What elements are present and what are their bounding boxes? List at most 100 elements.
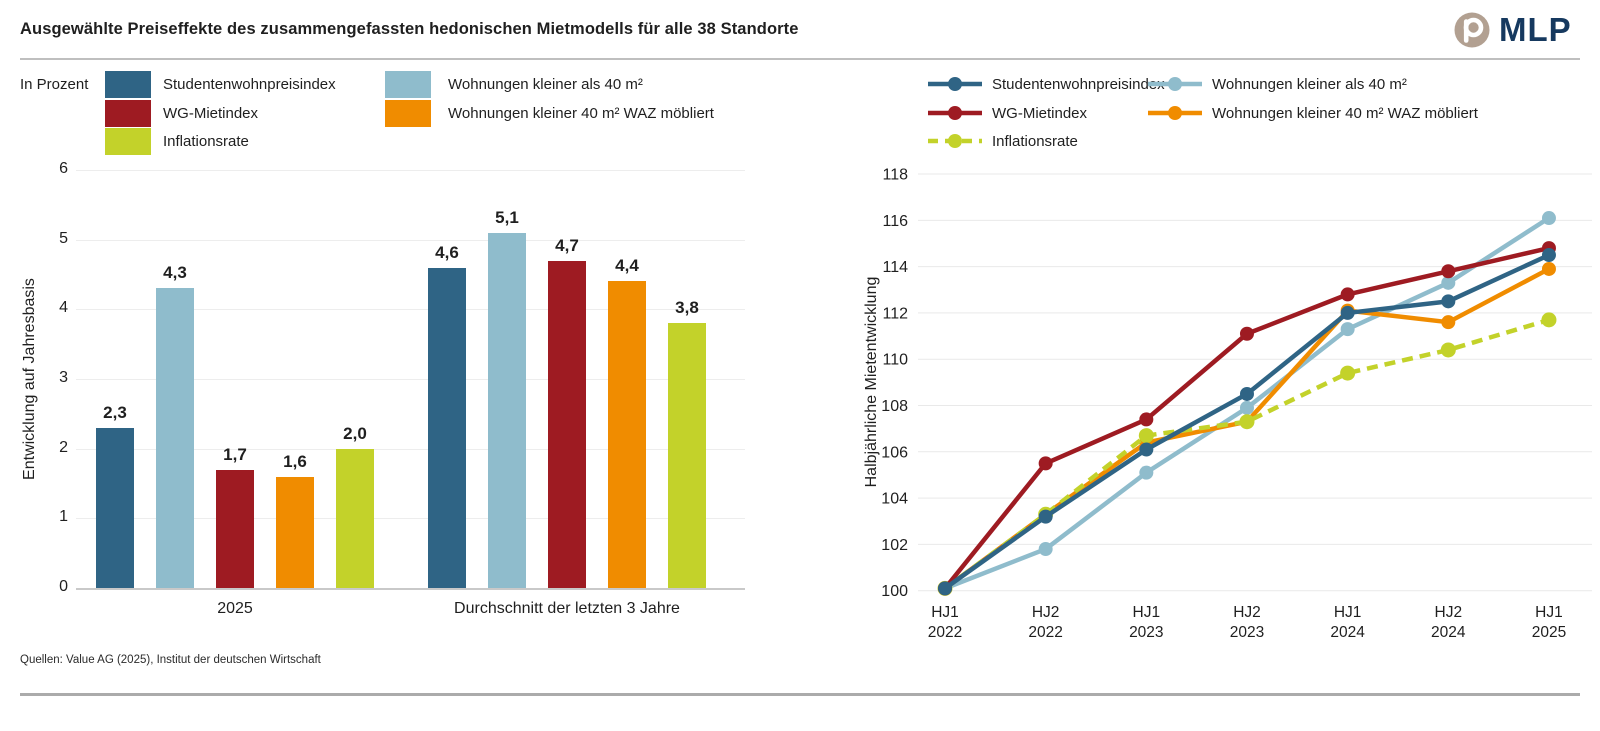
y-tick-label: 100 <box>881 583 908 600</box>
y-tick-label: 104 <box>881 491 908 508</box>
legend-item-label: Studentenwohnpreisindex <box>992 75 1165 93</box>
mlp-logo-text: MLP <box>1499 11 1572 48</box>
legend-item: Studentenwohnpreisindex <box>105 70 336 98</box>
grid-line <box>76 239 745 241</box>
x-tick-label: 2022 <box>1028 624 1062 641</box>
x-axis-group-label: 2025 <box>217 600 253 617</box>
sources-note: Quellen: Value AG (2025), Institut der d… <box>20 654 321 666</box>
grid-line <box>76 448 745 450</box>
y-tick-label: 114 <box>882 259 908 276</box>
data-point <box>1139 465 1154 480</box>
line-series <box>943 317 1550 591</box>
data-point <box>1440 342 1456 358</box>
y-tick-label: 0 <box>59 578 68 595</box>
y-tick-label: 110 <box>882 352 908 369</box>
x-axis-group-label: Durchschnitt der letzten 3 Jahre <box>454 600 680 617</box>
mlp-logo-circle-icon <box>1454 12 1490 48</box>
data-point <box>1441 315 1456 330</box>
legend-color-swatch <box>385 99 431 127</box>
x-tick-label: 2024 <box>1330 624 1365 641</box>
bar-average <box>668 323 706 588</box>
y-tick-label: 112 <box>882 305 908 322</box>
bar-value-label: 3,8 <box>675 298 699 317</box>
bar-current <box>216 470 254 588</box>
data-point <box>1541 211 1556 226</box>
data-point <box>1340 305 1355 320</box>
bar-current <box>96 428 134 588</box>
x-tick-label: HJ1 <box>1535 604 1563 621</box>
x-tick-label: HJ2 <box>1435 604 1463 621</box>
data-point <box>1239 326 1254 341</box>
mlp-logo: MLP <box>1452 10 1572 50</box>
bar-value-label: 4,4 <box>615 256 639 275</box>
data-point <box>1541 261 1556 276</box>
grid-line <box>76 309 745 311</box>
data-point <box>1340 322 1355 337</box>
unit-label: In Prozent <box>20 76 89 93</box>
legend-item: Wohnungen kleiner 40 m² WAZ möbliert <box>1148 99 1478 127</box>
legend-dot <box>948 77 962 91</box>
bar-current <box>156 288 194 588</box>
bar-value-label: 1,6 <box>283 452 307 471</box>
legend-item: WG-Mietindex <box>105 99 258 127</box>
data-point <box>1139 412 1154 427</box>
grid-line <box>76 518 745 520</box>
bar-chart-plot: 2,3 4,6 4,3 5,1 1,7 4,7 1,6 4,4 2,0 3,8 <box>76 170 745 590</box>
data-point <box>1239 386 1254 401</box>
x-tick-label: 2023 <box>1230 624 1264 641</box>
legend-dot <box>1168 106 1182 120</box>
legend-item-label: Wohnungen kleiner als 40 m² <box>1212 75 1407 93</box>
bar-average <box>488 233 526 588</box>
data-point <box>1441 264 1456 279</box>
bar-value-label: 2,3 <box>103 403 127 422</box>
legend-item: Wohnungen kleiner 40 m² WAZ möbliert <box>385 99 714 127</box>
x-tick-label: 2023 <box>1129 624 1163 641</box>
data-point <box>1038 456 1053 471</box>
y-tick-label: 6 <box>59 160 68 177</box>
legend-item: Inflationsrate <box>105 127 249 155</box>
legend-item-label: Studentenwohnpreisindex <box>163 75 336 93</box>
bar-value-label: 1,7 <box>223 445 247 464</box>
legend-item: Inflationsrate <box>928 127 1078 155</box>
legend-color-swatch <box>385 70 431 98</box>
legend-line-marker-icon <box>1148 106 1202 120</box>
data-point <box>1340 365 1356 381</box>
legend-line-marker-icon <box>1148 77 1202 91</box>
legend-line-marker-icon <box>928 134 982 148</box>
legend-item-label: Wohnungen kleiner 40 m² WAZ möbliert <box>1212 104 1478 122</box>
x-tick-label: HJ1 <box>1334 604 1362 621</box>
data-point <box>1541 312 1557 328</box>
grid-line <box>76 170 745 171</box>
data-point <box>1239 414 1255 430</box>
x-tick-label: HJ1 <box>931 604 959 621</box>
data-point <box>1038 509 1053 524</box>
legend-item-label: Inflationsrate <box>992 132 1078 150</box>
data-point <box>1138 428 1154 444</box>
data-point <box>1239 400 1254 415</box>
x-tick-label: 2022 <box>928 624 962 641</box>
bar-value-label: 2,0 <box>343 424 367 443</box>
y-tick-label: 4 <box>59 299 68 317</box>
legend-dot <box>948 106 962 120</box>
y-tick-label: 3 <box>59 369 68 386</box>
bar-average <box>548 261 586 588</box>
legend-color-swatch <box>105 99 151 127</box>
x-tick-label: HJ2 <box>1032 604 1060 621</box>
bar-value-label: 4,7 <box>555 236 579 255</box>
y-tick-label: 108 <box>881 398 908 415</box>
legend-item: WG-Mietindex <box>928 99 1087 127</box>
y-tick-label: 5 <box>59 229 68 247</box>
legend-item-label: Inflationsrate <box>163 132 249 150</box>
footer-divider <box>20 693 1580 696</box>
line-chart-plot: 100 102 104 106 108 110 112 114 116 118 HJ1 2022 HJ2… <box>881 167 1592 641</box>
header-divider <box>20 58 1580 60</box>
legend-dot <box>1168 77 1182 91</box>
bar-current <box>276 477 314 588</box>
y-tick-label: 118 <box>882 167 908 184</box>
data-point <box>1139 442 1154 457</box>
bar-value-label: 4,6 <box>435 243 459 262</box>
legend-color-swatch <box>105 127 151 155</box>
grid-line <box>76 379 745 380</box>
x-tick-label: 2025 <box>1532 624 1566 641</box>
